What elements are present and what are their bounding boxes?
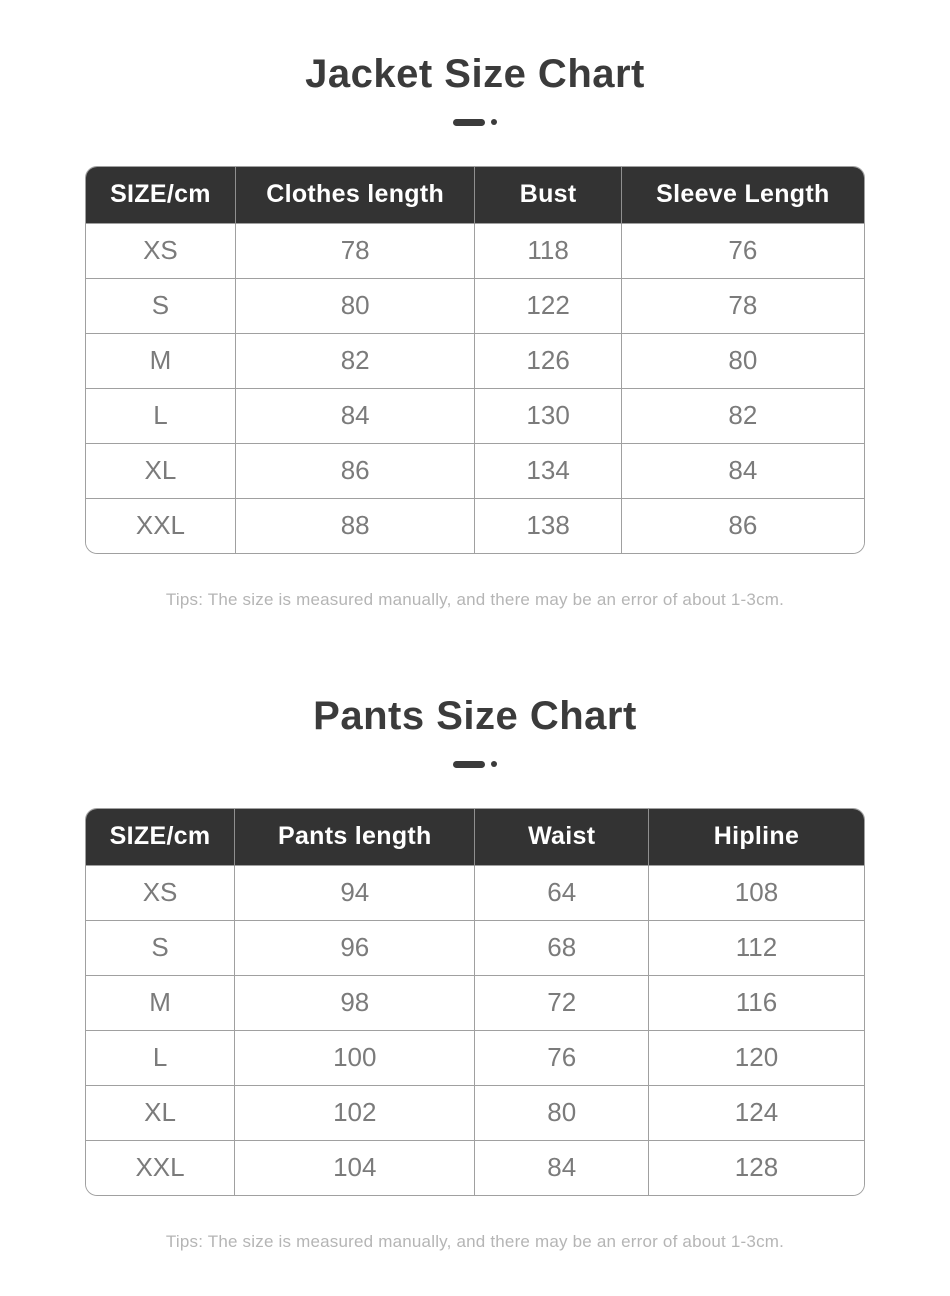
value-cell: 68	[474, 919, 649, 975]
value-cell: 76	[474, 1029, 649, 1085]
size-cell: XL	[86, 442, 236, 498]
table-header-row: SIZE/cm Pants length Waist Hipline	[86, 809, 864, 865]
jacket-size-chart-section: Jacket Size Chart SIZE/cm Clothes length B…	[0, 50, 950, 610]
value-cell: 76	[620, 222, 864, 278]
table-row: L 100 76 120	[86, 1029, 864, 1085]
size-cell: XXL	[86, 1139, 235, 1195]
value-cell: 94	[234, 864, 475, 920]
value-cell: 122	[474, 277, 622, 333]
value-cell: 88	[234, 497, 475, 553]
value-cell: 96	[234, 919, 475, 975]
size-cell: S	[86, 919, 235, 975]
pants-size-chart-section: Pants Size Chart SIZE/cm Pants length Wais…	[0, 692, 950, 1252]
column-header: Waist	[474, 809, 649, 865]
size-cell: XL	[86, 1084, 235, 1140]
value-cell: 78	[234, 222, 475, 278]
value-cell: 80	[234, 277, 475, 333]
size-cell: M	[86, 332, 236, 388]
title-divider	[0, 760, 950, 768]
divider-dot-icon	[491, 119, 497, 125]
column-header: Sleeve Length	[620, 167, 864, 223]
table-row: S 96 68 112	[86, 919, 864, 975]
table-row: M 98 72 116	[86, 974, 864, 1030]
table-row: XL 102 80 124	[86, 1084, 864, 1140]
jacket-size-table-container: SIZE/cm Clothes length Bust Sleeve Length X…	[85, 166, 865, 554]
size-chart-page: Jacket Size Chart SIZE/cm Clothes length B…	[0, 50, 950, 1252]
value-cell: 126	[474, 332, 622, 388]
value-cell: 86	[234, 442, 475, 498]
value-cell: 124	[647, 1084, 864, 1140]
divider-dot-icon	[491, 761, 497, 767]
table-row: XS 78 118 76	[86, 222, 864, 278]
value-cell: 72	[474, 974, 649, 1030]
table-row: XS 94 64 108	[86, 864, 864, 920]
value-cell: 138	[474, 497, 622, 553]
size-cell: XS	[86, 864, 235, 920]
pants-size-table: SIZE/cm Pants length Waist Hipline XS 94 64 10…	[86, 809, 864, 1195]
value-cell: 82	[620, 387, 864, 443]
table-header-row: SIZE/cm Clothes length Bust Sleeve Length	[86, 167, 864, 223]
divider-dash-icon	[453, 760, 485, 768]
column-header: Pants length	[234, 809, 475, 865]
column-header: Hipline	[647, 809, 864, 865]
page-title: Pants Size Chart	[313, 694, 637, 738]
value-cell: 112	[647, 919, 864, 975]
value-cell: 84	[620, 442, 864, 498]
column-header: Clothes length	[234, 167, 475, 223]
value-cell: 82	[234, 332, 475, 388]
value-cell: 78	[620, 277, 864, 333]
value-cell: 104	[234, 1139, 475, 1195]
value-cell: 120	[647, 1029, 864, 1085]
value-cell: 102	[234, 1084, 475, 1140]
column-header: Bust	[474, 167, 622, 223]
page-title: Jacket Size Chart	[305, 52, 645, 96]
value-cell: 80	[474, 1084, 649, 1140]
tips-note: Tips: The size is measured manually, and…	[165, 1232, 785, 1251]
value-cell: 116	[647, 974, 864, 1030]
column-header: SIZE/cm	[86, 167, 236, 223]
value-cell: 80	[620, 332, 864, 388]
value-cell: 86	[620, 497, 864, 553]
table-row: M 82 126 80	[86, 332, 864, 388]
value-cell: 130	[474, 387, 622, 443]
column-header: SIZE/cm	[86, 809, 235, 865]
tips-note: Tips: The size is measured manually, and…	[165, 590, 785, 609]
size-cell: S	[86, 277, 236, 333]
size-cell: XXL	[86, 497, 236, 553]
divider-dash-icon	[453, 118, 485, 126]
value-cell: 108	[647, 864, 864, 920]
value-cell: 98	[234, 974, 475, 1030]
value-cell: 118	[474, 222, 622, 278]
size-cell: L	[86, 387, 236, 443]
table-row: L 84 130 82	[86, 387, 864, 443]
size-cell: M	[86, 974, 235, 1030]
title-divider	[0, 118, 950, 126]
value-cell: 134	[474, 442, 622, 498]
size-cell: XS	[86, 222, 236, 278]
value-cell: 64	[474, 864, 649, 920]
value-cell: 128	[647, 1139, 864, 1195]
size-cell: L	[86, 1029, 235, 1085]
pants-size-table-container: SIZE/cm Pants length Waist Hipline XS 94 64 10…	[85, 808, 865, 1196]
value-cell: 100	[234, 1029, 475, 1085]
jacket-size-table: SIZE/cm Clothes length Bust Sleeve Length X…	[86, 167, 864, 553]
value-cell: 84	[474, 1139, 649, 1195]
table-row: XL 86 134 84	[86, 442, 864, 498]
table-row: XXL 88 138 86	[86, 497, 864, 553]
value-cell: 84	[234, 387, 475, 443]
table-row: XXL 104 84 128	[86, 1139, 864, 1195]
table-row: S 80 122 78	[86, 277, 864, 333]
